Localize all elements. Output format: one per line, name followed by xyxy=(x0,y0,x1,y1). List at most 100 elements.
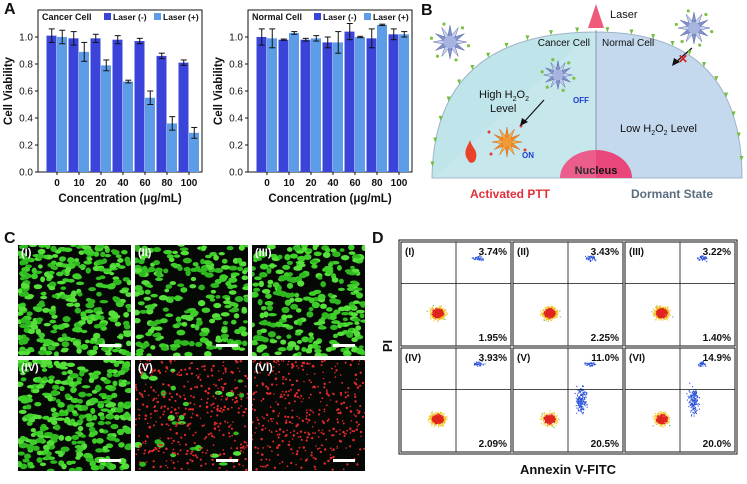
legend-swatch xyxy=(104,13,111,20)
nucleus-label: Nucleus xyxy=(575,165,618,177)
scale-bar xyxy=(216,344,238,347)
chart-title: Normal Cell xyxy=(252,12,302,22)
bar-laser-on xyxy=(57,37,67,172)
x-tick-label: 20 xyxy=(95,178,107,189)
bar-laser-on xyxy=(189,132,199,172)
nucleus xyxy=(560,150,632,178)
micrograph-4: (IV) xyxy=(18,360,131,471)
panel-label-b: B xyxy=(421,2,433,19)
lower-right-percent: 2.09% xyxy=(479,439,507,450)
chart-title: Cancer Cell xyxy=(42,12,92,22)
bar-laser-off xyxy=(178,62,189,172)
bar-laser-off xyxy=(278,39,289,173)
y-axis-label: Cell Viability xyxy=(213,56,225,125)
dormant-state-label: Dormant State xyxy=(631,187,713,201)
cancer-cell-label: Cancer Cell xyxy=(538,38,590,49)
x-tick-label: 100 xyxy=(391,178,408,189)
y-tick-label: 1.0 xyxy=(19,33,33,44)
high-h2o2-label: High H2O2 xyxy=(479,89,529,103)
legend-label: Laser (-) xyxy=(323,12,357,22)
bar-laser-on xyxy=(399,34,409,172)
flow-panel-6: (VI) 14.9% 20.0% xyxy=(624,347,736,453)
y-tick-label: 0.4 xyxy=(19,114,33,125)
x-tick-label: 0 xyxy=(54,178,60,189)
micrograph-2: (II) xyxy=(135,245,248,356)
bar-laser-off xyxy=(68,38,79,172)
flow-panel-label: (V) xyxy=(517,353,530,364)
on-label: ON xyxy=(522,151,534,160)
nanoparticle-icon xyxy=(429,22,471,62)
flow-panel-3: (III) 3.22% 1.40% xyxy=(624,241,736,347)
upper-right-percent: 3.93% xyxy=(479,353,507,364)
laser-icon xyxy=(588,4,604,28)
bar-laser-on xyxy=(377,24,387,172)
y-tick-label: 1.0 xyxy=(229,33,243,44)
lower-right-percent: 2.25% xyxy=(591,333,619,344)
y-tick-label: 0.0 xyxy=(19,168,33,179)
nanoparticle-icon xyxy=(674,9,714,47)
lower-right-percent: 1.95% xyxy=(479,333,507,344)
bar-laser-on xyxy=(289,32,299,173)
flow-panel-label: (II) xyxy=(517,247,529,258)
micrograph-5: (V) xyxy=(135,360,248,471)
y-tick-label: 0.8 xyxy=(229,60,243,71)
lower-right-percent: 1.40% xyxy=(703,333,731,344)
x-axis-label: Concentration (μg/mL) xyxy=(58,193,181,205)
nanoparticle-off-icon xyxy=(540,58,576,92)
laser-label: Laser xyxy=(610,9,638,21)
panel-label-c: C xyxy=(4,230,16,247)
y-tick-label: 0.6 xyxy=(229,87,243,98)
legend-swatch xyxy=(154,13,161,20)
scale-bar xyxy=(333,344,355,347)
panel-label-a: A xyxy=(4,1,16,18)
upper-right-percent: 3.74% xyxy=(479,247,507,258)
y-tick-label: 0.2 xyxy=(229,141,243,152)
y-tick-label: 0.8 xyxy=(19,60,33,71)
bar-laser-off xyxy=(344,31,355,172)
micrograph-6: (VI) xyxy=(252,360,365,471)
x-tick-label: 80 xyxy=(161,178,173,189)
bar-laser-on xyxy=(79,51,89,172)
micrograph-label: (III) xyxy=(255,247,272,259)
bar-laser-off xyxy=(134,41,145,172)
ptt-scheme-diagram: Nucleus Laser Cancer Cell Normal Cell OF… xyxy=(429,4,744,201)
bar-laser-on xyxy=(355,37,365,172)
micrograph-3: (III) xyxy=(252,245,365,356)
upper-right-percent: 3.22% xyxy=(703,247,731,258)
membrane-receptors xyxy=(430,27,744,167)
bar-laser-on xyxy=(123,81,133,172)
normal-cell-label: Normal Cell xyxy=(602,38,654,49)
bar-laser-on xyxy=(101,65,111,172)
legend-swatch xyxy=(364,13,371,20)
bar-laser-off xyxy=(322,42,333,173)
blocked-x-icon: ✕ xyxy=(678,52,688,66)
lower-right-percent: 20.5% xyxy=(591,439,619,450)
legend-swatch xyxy=(314,13,321,20)
bar-laser-off xyxy=(256,37,267,172)
flow-panel-1: (I) 3.74% 1.95% xyxy=(400,241,512,347)
micrograph-label: (IV) xyxy=(21,362,39,374)
bar-laser-off xyxy=(156,55,167,172)
micrograph-label: (I) xyxy=(21,247,32,259)
flow-panel-label: (I) xyxy=(405,247,414,258)
x-tick-label: 80 xyxy=(371,178,383,189)
nanoparticle-on-icon xyxy=(487,124,527,158)
flame-icon xyxy=(465,140,477,163)
high-h2o2-level-label: Level xyxy=(490,103,516,115)
flow-panel-5: (V) 11.0% 20.5% xyxy=(512,347,624,453)
normal-cell-region xyxy=(595,31,743,179)
y-tick-label: 0.6 xyxy=(19,87,33,98)
bar-laser-off xyxy=(112,39,123,173)
x-tick-label: 60 xyxy=(139,178,151,189)
y-axis-label: Cell Viability xyxy=(3,56,15,125)
micrograph-grid: (I) (II) (III) (IV) (V) (VI) xyxy=(18,245,365,471)
bar-laser-off xyxy=(366,38,377,172)
upper-right-percent: 14.9% xyxy=(703,353,731,364)
cancer-cell-viability-chart: 0.0 0.2 0.4 0.6 0.8 1.0 0 10 20 40 60 80 100 Cancer C… xyxy=(3,9,203,205)
x-tick-label: 10 xyxy=(73,178,85,189)
activated-ptt-label: Activated PTT xyxy=(470,187,551,201)
x-axis-label: Concentration (μg/mL) xyxy=(268,193,391,205)
micrograph-1: (I) xyxy=(18,245,131,356)
scale-bar xyxy=(99,459,121,462)
bar-laser-on xyxy=(333,42,343,173)
